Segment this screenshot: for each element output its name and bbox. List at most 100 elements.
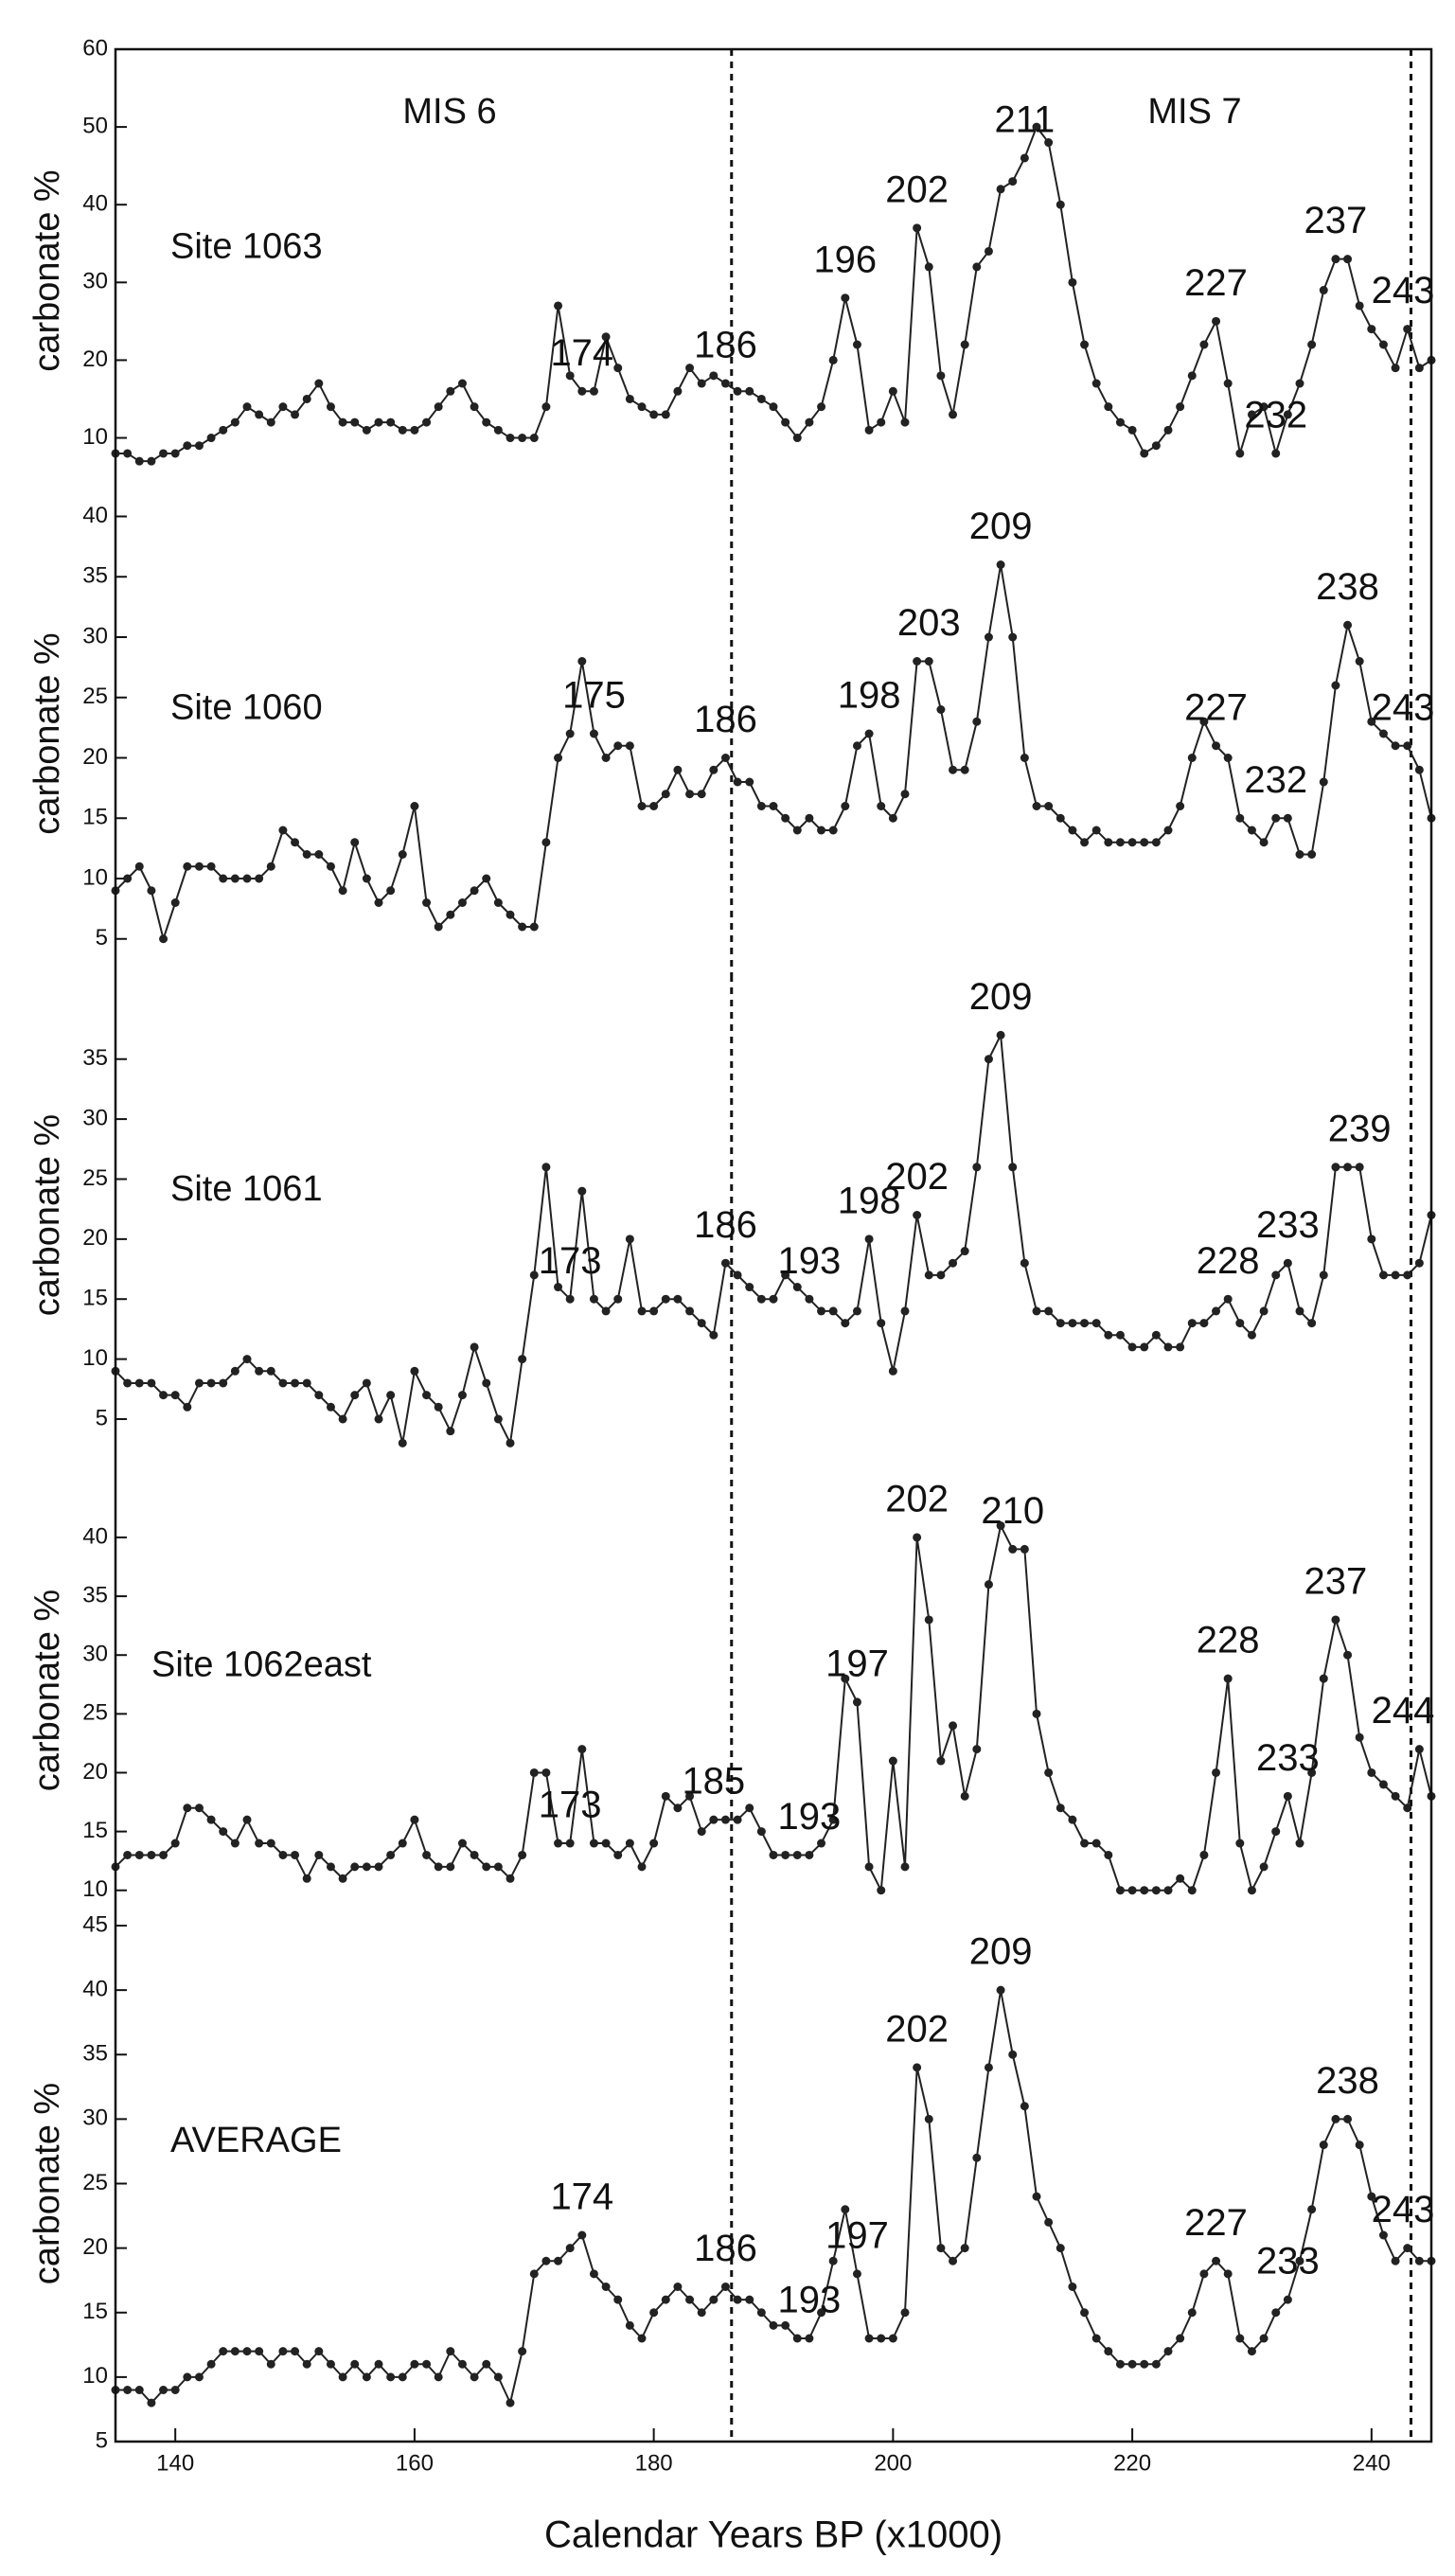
data-point (864, 425, 874, 435)
y-tick-label: 35 (82, 1582, 108, 1608)
data-point (1032, 1709, 1041, 1718)
data-point (1414, 2256, 1424, 2265)
data-point (769, 402, 778, 412)
data-point (1391, 741, 1400, 751)
data-point (410, 802, 419, 810)
data-point (613, 1850, 623, 1859)
data-point (1056, 1319, 1065, 1328)
data-point (338, 1414, 347, 1424)
data-point (194, 2372, 204, 2382)
data-point (482, 417, 491, 427)
data-point (697, 1827, 706, 1837)
data-point (1127, 838, 1137, 847)
peak-label: 186 (694, 699, 757, 740)
data-point (1212, 316, 1221, 326)
data-point (900, 2308, 910, 2318)
data-point (1044, 138, 1054, 148)
data-point (1187, 1886, 1197, 1895)
data-point (170, 1839, 180, 1848)
data-point (338, 1874, 347, 1883)
data-point (1247, 826, 1256, 835)
data-point (601, 332, 611, 342)
data-point (817, 1306, 826, 1316)
data-point (661, 1791, 670, 1801)
data-point (1080, 1839, 1090, 1848)
data-point (506, 1438, 515, 1448)
data-point (697, 379, 706, 388)
data-point (828, 1815, 838, 1824)
data-point (756, 394, 766, 403)
data-point (1176, 402, 1185, 412)
data-point (1199, 340, 1209, 349)
data-point (984, 632, 993, 642)
data-point (506, 1874, 515, 1883)
data-point (1163, 2347, 1173, 2356)
data-point (924, 657, 933, 666)
data-point (1414, 1258, 1424, 1268)
y-tick-label: 10 (82, 424, 108, 450)
peak-label: 232 (1244, 759, 1307, 801)
data-point (1355, 1163, 1364, 1172)
data-point (649, 410, 659, 419)
y-tick-label: 30 (82, 1642, 108, 1667)
data-point (828, 1306, 838, 1316)
data-point (864, 1862, 874, 1872)
data-point (1151, 1886, 1161, 1895)
data-point (913, 2063, 922, 2072)
data-point (1295, 2256, 1304, 2265)
data-point (1008, 632, 1018, 642)
data-point (877, 1319, 886, 1328)
data-point (792, 434, 802, 443)
data-point (924, 1270, 933, 1280)
data-point (1355, 2141, 1364, 2150)
data-point (183, 1803, 192, 1813)
data-point (913, 1211, 922, 1219)
data-point (613, 1294, 623, 1304)
data-point (398, 2372, 407, 2382)
data-point (589, 729, 598, 738)
data-point (134, 1850, 144, 1859)
data-point (1140, 1342, 1149, 1352)
data-point (972, 1163, 982, 1172)
data-point (673, 2283, 683, 2291)
y-tick-label: 25 (82, 2170, 108, 2195)
data-point (529, 434, 539, 443)
data-point (613, 364, 623, 373)
data-point (756, 802, 766, 810)
peak-label: 237 (1304, 200, 1368, 241)
peak-label: 232 (1244, 395, 1307, 436)
data-point (482, 1378, 491, 1388)
y-tick-label: 35 (82, 1045, 108, 1071)
data-point (1163, 1342, 1173, 1352)
data-point (1355, 301, 1364, 311)
data-point (242, 1355, 252, 1364)
data-point (1319, 2141, 1328, 2150)
data-point (661, 790, 670, 799)
data-point (1212, 2256, 1221, 2265)
data-point (1044, 802, 1054, 810)
data-point (792, 826, 802, 835)
data-point (457, 2359, 467, 2369)
data-point (1008, 177, 1018, 187)
data-point (1115, 838, 1125, 847)
data-point (745, 1283, 754, 1292)
data-point (338, 417, 347, 427)
data-point (398, 850, 407, 859)
data-point (518, 2347, 527, 2356)
panel-title: AVERAGE (170, 2121, 342, 2160)
peak-label: 239 (1328, 1108, 1392, 1149)
data-point (996, 1985, 1005, 1995)
y-axis-label: carbonate % (27, 632, 67, 834)
data-point (1283, 2295, 1292, 2304)
data-point (1367, 1768, 1376, 1777)
peak-label: 233 (1256, 1737, 1320, 1779)
peak-label: 210 (981, 1490, 1044, 1532)
data-point (1283, 410, 1292, 419)
data-point (1223, 379, 1233, 388)
data-point (589, 2269, 598, 2279)
data-point (949, 1258, 958, 1268)
data-point (1032, 2192, 1041, 2201)
data-point (1020, 1544, 1029, 1554)
data-point (123, 449, 133, 458)
peak-label: 209 (969, 506, 1033, 547)
